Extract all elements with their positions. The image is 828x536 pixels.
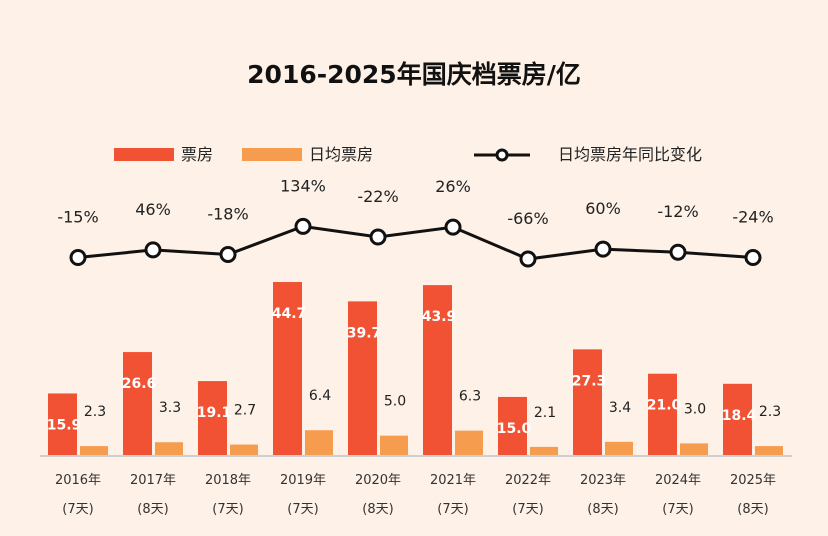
x-tick-sublabel: (8天) (737, 502, 768, 517)
point-yoy (69, 249, 87, 267)
bar-daily-box-office (305, 430, 333, 455)
data-label-box-office: 39.7 (347, 325, 382, 341)
data-label-box-office: 15.0 (497, 421, 532, 437)
bar-box-office (48, 393, 77, 455)
legend-label-daily: 日均票房 (309, 145, 373, 164)
data-label-daily: 3.0 (684, 401, 706, 417)
bar-box-office (423, 285, 452, 455)
point-yoy (144, 241, 162, 259)
chart-title: 2016-2025年国庆档票房/亿 (247, 60, 581, 89)
point-yoy (219, 245, 237, 263)
bar-daily-box-office (80, 446, 108, 455)
bar-daily-box-office (380, 435, 408, 455)
legend-marker-yoy (495, 148, 509, 162)
point-yoy (369, 228, 387, 246)
x-tick-sublabel: (8天) (587, 502, 618, 517)
point-yoy (519, 250, 537, 268)
x-tick-label: 2019年 (280, 473, 326, 488)
x-tick-label: 2018年 (205, 473, 251, 488)
data-label-box-office: 21.0 (647, 398, 682, 414)
data-label-yoy: -18% (207, 204, 248, 223)
data-label-daily: 5.0 (384, 394, 406, 410)
x-tick-label: 2016年 (55, 473, 101, 488)
data-label-box-office: 27.3 (572, 373, 607, 389)
data-label-box-office: 26.6 (122, 376, 157, 392)
data-label-daily: 6.4 (309, 388, 331, 404)
point-yoy (444, 218, 462, 236)
data-label-daily: 2.3 (84, 404, 106, 420)
bar-box-office (723, 383, 752, 455)
point-yoy (594, 240, 612, 258)
bar-box-office (573, 349, 602, 455)
bar-box-office (123, 352, 152, 455)
x-tick-label: 2017年 (130, 473, 176, 488)
data-label-box-office: 15.9 (47, 417, 82, 433)
data-label-daily: 2.3 (759, 404, 781, 420)
x-tick-sublabel: (7天) (62, 502, 93, 517)
legend-label-yoy: 日均票房年同比变化 (558, 145, 702, 164)
data-label-box-office: 43.9 (422, 309, 457, 325)
x-tick-sublabel: (7天) (512, 502, 543, 517)
bar-box-office (498, 396, 527, 455)
x-tick-sublabel: (8天) (362, 502, 393, 517)
data-label-daily: 2.7 (234, 403, 256, 419)
x-tick-label: 2021年 (430, 473, 476, 488)
x-tick-sublabel: (7天) (662, 502, 693, 517)
data-label-daily: 3.3 (159, 400, 181, 416)
data-label-box-office: 44.7 (272, 306, 307, 322)
data-label-box-office: 18.4 (722, 408, 757, 424)
x-tick-label: 2023年 (580, 473, 626, 488)
x-tick-sublabel: (7天) (212, 502, 243, 517)
data-label-daily: 2.1 (534, 405, 556, 421)
data-label-daily: 6.3 (459, 389, 481, 405)
data-label-yoy: -24% (732, 208, 773, 227)
data-label-yoy: -12% (657, 202, 698, 221)
legend-label-box-office: 票房 (181, 145, 213, 164)
x-tick-sublabel: (8天) (137, 502, 168, 517)
legend-swatch-box-office (114, 148, 174, 161)
x-tick-label: 2025年 (730, 473, 776, 488)
bar-daily-box-office (680, 443, 708, 455)
legend: 票房 日均票房 日均票房年同比变化 (114, 145, 702, 164)
bar-daily-box-office (530, 446, 558, 455)
data-label-yoy: -22% (357, 187, 398, 206)
data-label-box-office: 19.1 (197, 405, 232, 421)
bar-box-office (198, 381, 227, 455)
data-label-yoy: 26% (435, 177, 471, 196)
data-label-yoy: 134% (280, 176, 326, 195)
bar-daily-box-office (755, 446, 783, 455)
bar-daily-box-office (155, 442, 183, 455)
bar-box-office (348, 301, 377, 455)
bar-daily-box-office (455, 430, 483, 455)
bar-daily-box-office (230, 444, 258, 455)
legend-swatch-daily (242, 148, 302, 161)
data-label-yoy: 46% (135, 200, 171, 219)
data-label-yoy: -15% (57, 208, 98, 227)
data-label-yoy: 60% (585, 199, 621, 218)
bar-daily-box-office (605, 441, 633, 455)
x-tick-sublabel: (7天) (287, 502, 318, 517)
point-yoy (669, 243, 687, 261)
data-label-yoy: -66% (507, 209, 548, 228)
x-tick-sublabel: (7天) (437, 502, 468, 517)
bar-box-office (648, 373, 677, 455)
x-tick-label: 2020年 (355, 473, 401, 488)
data-label-daily: 3.4 (609, 400, 631, 416)
point-yoy (744, 249, 762, 267)
x-tick-label: 2024年 (655, 473, 701, 488)
x-tick-label: 2022年 (505, 473, 551, 488)
bar-box-office (273, 282, 302, 455)
point-yoy (294, 217, 312, 235)
line-yoy (77, 224, 754, 261)
